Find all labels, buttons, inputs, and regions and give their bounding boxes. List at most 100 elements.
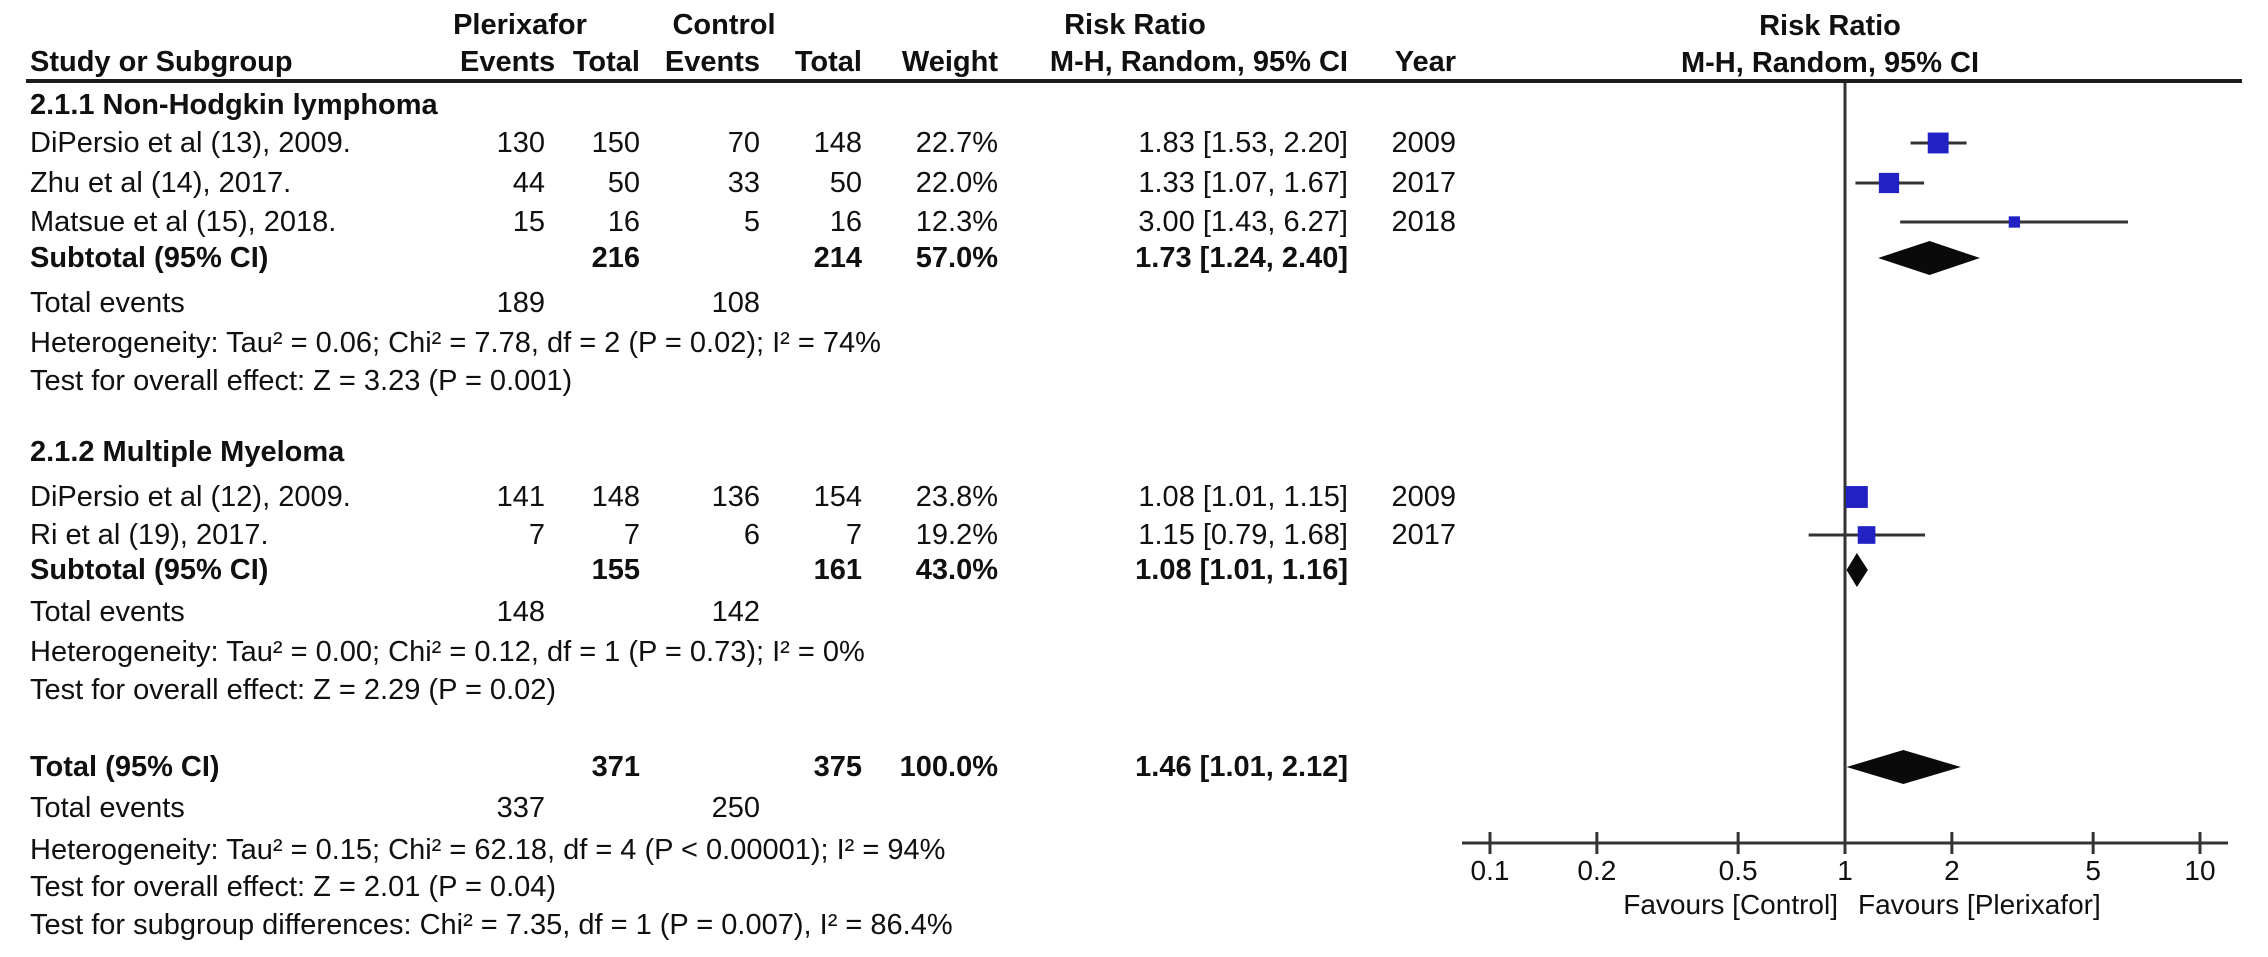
cell-events1: 15 bbox=[512, 206, 545, 238]
axis-tick-label: 0.2 bbox=[1577, 855, 1616, 886]
study-row: DiPersio et al (13), 2009. 130 150 70 14… bbox=[30, 123, 1456, 163]
header-events-plerixafor: Events bbox=[460, 46, 556, 78]
favours-control-label: Favours [Control] bbox=[1623, 889, 1838, 920]
effect-square bbox=[1857, 526, 1876, 544]
study-row: DiPersio et al (12), 2009. 141 148 136 1… bbox=[30, 477, 1456, 517]
column-group-plerixafor: Plerixafor bbox=[453, 9, 587, 41]
study-label: DiPersio et al (13), 2009. bbox=[30, 127, 351, 159]
cell-empty bbox=[640, 747, 760, 787]
cell-total1: 16 bbox=[607, 206, 640, 238]
cell-weight: 19.2% bbox=[915, 519, 998, 551]
header-study: Study or Subgroup bbox=[30, 46, 293, 78]
study-label: Ri et al (19), 2017. bbox=[30, 519, 269, 551]
cell-year: 2017 bbox=[1391, 167, 1456, 199]
cell-total1: 150 bbox=[591, 127, 640, 159]
header-rr-method: M-H, Random, 95% CI bbox=[1049, 46, 1348, 78]
cell-total1: 7 bbox=[623, 519, 640, 551]
cell-rr-ci: 1.83 [1.53, 2.20] bbox=[1138, 127, 1348, 159]
effect-square bbox=[2008, 216, 2021, 228]
cell-events2: 250 bbox=[711, 792, 760, 824]
subtotal-row: Subtotal (95% CI) 216 214 57.0% 1.73 [1.… bbox=[30, 238, 1456, 278]
column-group-risk-ratio: Risk Ratio bbox=[1064, 9, 1206, 41]
grand-total-label: Total (95% CI) bbox=[30, 751, 220, 783]
cell-events2: 33 bbox=[727, 167, 760, 199]
study-label: DiPersio et al (12), 2009. bbox=[30, 481, 351, 513]
cell-events2: 70 bbox=[727, 127, 760, 159]
cell-total2: 148 bbox=[813, 127, 862, 159]
cell-rr-ci: 1.46 [1.01, 2.12] bbox=[1135, 751, 1348, 783]
header-total-control: Total bbox=[794, 46, 862, 78]
cell-weight: 57.0% bbox=[915, 242, 998, 274]
cell-total2: 214 bbox=[813, 242, 862, 274]
table-header-row: Study or Subgroup Events Total Events To… bbox=[30, 42, 1456, 82]
header-year: Year bbox=[1394, 46, 1456, 78]
plot-header-risk-ratio: Risk Ratio bbox=[1759, 10, 1901, 42]
header-weight: Weight bbox=[901, 46, 998, 78]
total-events-row: Total events 148 142 bbox=[30, 592, 1456, 632]
total-events-row: Total events 189 108 bbox=[30, 283, 1456, 323]
cell-year: 2009 bbox=[1391, 127, 1456, 159]
cell-total2: 375 bbox=[813, 751, 862, 783]
cell-total2: 16 bbox=[829, 206, 862, 238]
axis-tick-label: 0.1 bbox=[1471, 855, 1510, 886]
plot-header-method: M-H, Random, 95% CI bbox=[1680, 47, 1980, 79]
total-events-label: Total events bbox=[30, 596, 185, 628]
cell-empty bbox=[640, 238, 760, 278]
cell-weight: 23.8% bbox=[915, 481, 998, 513]
cell-weight: 22.0% bbox=[915, 167, 998, 199]
cell-empty bbox=[640, 550, 760, 590]
overall-effect-note: Test for overall effect: Z = 2.01 (P = 0… bbox=[30, 871, 557, 903]
cell-events1: 337 bbox=[496, 792, 545, 824]
total-events-label: Total events bbox=[30, 792, 185, 824]
axis-tick-label: 0.5 bbox=[1719, 855, 1758, 886]
heterogeneity-note: Heterogeneity: Tau² = 0.06; Chi² = 7.78,… bbox=[30, 327, 881, 359]
cell-events1: 141 bbox=[496, 481, 545, 513]
cell-events2: 6 bbox=[743, 519, 760, 551]
axis-tick-label: 10 bbox=[2184, 855, 2215, 886]
study-row: Zhu et al (14), 2017. 44 50 33 50 22.0% … bbox=[30, 163, 1456, 203]
axis-tick-label: 5 bbox=[2085, 855, 2101, 886]
cell-weight: 43.0% bbox=[915, 554, 998, 586]
pooled-diamond bbox=[1846, 750, 1961, 784]
cell-rr-ci: 1.73 [1.24, 2.40] bbox=[1135, 242, 1348, 274]
study-row: Ri et al (19), 2017. 7 7 6 7 19.2% 1.15 … bbox=[30, 515, 1456, 555]
study-label: Matsue et al (15), 2018. bbox=[30, 206, 337, 238]
axis-tick-label: 1 bbox=[1837, 855, 1853, 886]
cell-total1: 371 bbox=[591, 751, 640, 783]
cell-events1: 7 bbox=[528, 519, 545, 551]
cell-weight: 100.0% bbox=[899, 751, 998, 783]
cell-total1: 155 bbox=[591, 554, 640, 586]
effect-square bbox=[1845, 486, 1868, 508]
subtotal-label: Subtotal (95% CI) bbox=[30, 242, 269, 274]
cell-events1: 189 bbox=[496, 287, 545, 319]
header-events-control: Events bbox=[664, 46, 760, 78]
favours-plerixafor-label: Favours [Plerixafor] bbox=[1858, 889, 2101, 920]
header-divider bbox=[26, 79, 2242, 83]
cell-rr-ci: 3.00 [1.43, 6.27] bbox=[1138, 206, 1348, 238]
cell-empty bbox=[545, 283, 640, 323]
axis-tick-label: 2 bbox=[1944, 855, 1960, 886]
cell-rr-ci: 1.15 [0.79, 1.68] bbox=[1138, 519, 1348, 551]
pooled-diamond bbox=[1878, 241, 1980, 275]
subtotal-row: Subtotal (95% CI) 155 161 43.0% 1.08 [1.… bbox=[30, 550, 1456, 590]
cell-empty bbox=[460, 747, 545, 787]
cell-weight: 22.7% bbox=[915, 127, 998, 159]
cell-year: 2018 bbox=[1391, 206, 1456, 238]
cell-total1: 148 bbox=[591, 481, 640, 513]
forest-plot-canvas: 0.1 0.2 0.5 1 2 5 10 bbox=[1462, 83, 2228, 886]
total-events-label: Total events bbox=[30, 287, 185, 319]
study-label: Zhu et al (14), 2017. bbox=[30, 167, 292, 199]
subtotal-label: Subtotal (95% CI) bbox=[30, 554, 269, 586]
subgroup-differences-note: Test for subgroup differences: Chi² = 7.… bbox=[30, 909, 953, 941]
cell-events1: 44 bbox=[512, 167, 545, 199]
cell-empty bbox=[545, 592, 640, 632]
cell-total2: 161 bbox=[813, 554, 862, 586]
cell-events2: 142 bbox=[711, 596, 760, 628]
cell-rr-ci: 1.08 [1.01, 1.15] bbox=[1138, 481, 1348, 513]
overall-effect-note: Test for overall effect: Z = 2.29 (P = 0… bbox=[30, 674, 557, 706]
total-events-row: Total events 337 250 bbox=[30, 788, 1456, 828]
cell-total1: 216 bbox=[591, 242, 640, 274]
cell-total2: 7 bbox=[845, 519, 862, 551]
grand-total-row: Total (95% CI) 371 375 100.0% 1.46 [1.01… bbox=[30, 747, 1456, 787]
